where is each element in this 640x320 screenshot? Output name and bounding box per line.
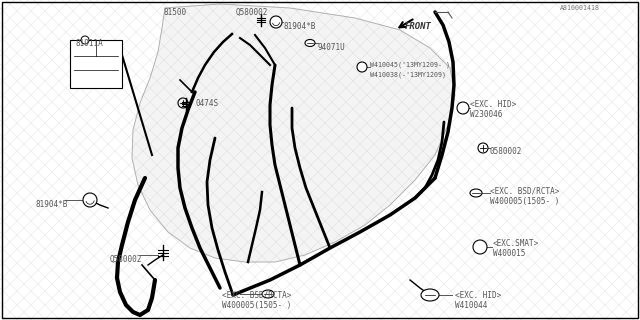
Text: FRONT: FRONT bbox=[405, 22, 432, 31]
Circle shape bbox=[83, 193, 97, 207]
Circle shape bbox=[357, 62, 367, 72]
Text: Q580002: Q580002 bbox=[110, 255, 142, 264]
Ellipse shape bbox=[421, 289, 439, 301]
Polygon shape bbox=[132, 4, 455, 262]
Bar bbox=[70, 40, 122, 88]
Text: <EXC.SMAT>: <EXC.SMAT> bbox=[493, 239, 540, 248]
Text: 81904*B: 81904*B bbox=[35, 200, 67, 209]
Ellipse shape bbox=[470, 189, 482, 197]
Text: <EXC. HID>: <EXC. HID> bbox=[455, 291, 501, 300]
Circle shape bbox=[473, 240, 487, 254]
Text: Q580002: Q580002 bbox=[236, 8, 268, 17]
Text: <EXC. BSD/RCTA>: <EXC. BSD/RCTA> bbox=[222, 291, 291, 300]
Text: W400015: W400015 bbox=[493, 249, 525, 258]
Text: <EXC. BSD/RCTA>: <EXC. BSD/RCTA> bbox=[490, 187, 559, 196]
Text: 94071U: 94071U bbox=[318, 43, 346, 52]
Text: 81904*B: 81904*B bbox=[283, 22, 316, 31]
Text: A810001418: A810001418 bbox=[560, 5, 600, 11]
Text: W400005(1505- ): W400005(1505- ) bbox=[490, 197, 559, 206]
Text: 81500: 81500 bbox=[163, 8, 186, 17]
Text: 81911A: 81911A bbox=[75, 39, 103, 48]
Circle shape bbox=[457, 102, 469, 114]
Text: W400005(1505- ): W400005(1505- ) bbox=[222, 301, 291, 310]
Text: W230046: W230046 bbox=[470, 110, 502, 119]
Text: 0474S: 0474S bbox=[196, 99, 219, 108]
Ellipse shape bbox=[262, 290, 274, 298]
Text: 0580002: 0580002 bbox=[490, 147, 522, 156]
Ellipse shape bbox=[305, 39, 315, 46]
Circle shape bbox=[270, 16, 282, 28]
Text: <EXC. HID>: <EXC. HID> bbox=[470, 100, 516, 109]
Circle shape bbox=[81, 36, 89, 44]
Text: W410045('13MY1209- ): W410045('13MY1209- ) bbox=[370, 62, 450, 68]
Text: W410038(-'13MY1209): W410038(-'13MY1209) bbox=[370, 72, 446, 78]
Text: W410044: W410044 bbox=[455, 301, 488, 310]
